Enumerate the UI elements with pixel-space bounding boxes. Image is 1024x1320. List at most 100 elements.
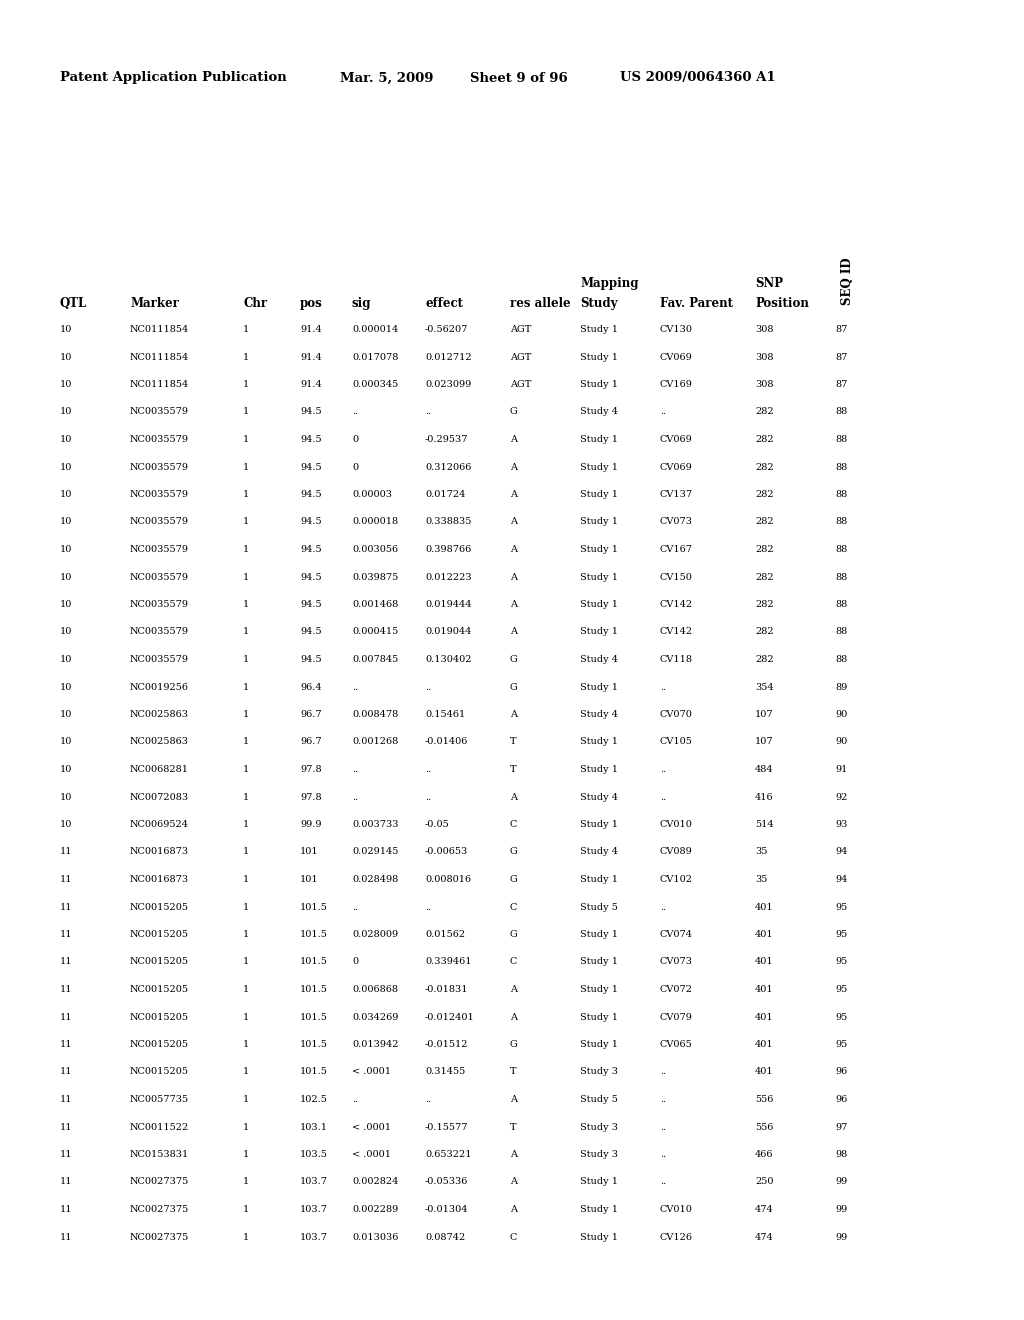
Text: 0.01562: 0.01562 [425,931,465,939]
Text: Study 1: Study 1 [580,601,618,609]
Text: NC0027375: NC0027375 [130,1233,189,1242]
Text: 282: 282 [755,408,773,417]
Text: 107: 107 [755,738,773,747]
Text: 94.5: 94.5 [300,601,322,609]
Text: 11: 11 [60,1068,73,1077]
Text: < .0001: < .0001 [352,1150,391,1159]
Text: 0.312066: 0.312066 [425,462,471,471]
Text: ..: .. [660,1150,667,1159]
Text: 0.000018: 0.000018 [352,517,398,527]
Text: 95: 95 [835,1012,847,1022]
Text: 1: 1 [243,1177,249,1187]
Text: CV130: CV130 [660,325,693,334]
Text: 11: 11 [60,1122,73,1131]
Text: Study 4: Study 4 [580,792,618,801]
Text: 1: 1 [243,738,249,747]
Text: Chr: Chr [243,297,267,310]
Text: NC0035579: NC0035579 [130,601,189,609]
Text: 0.00003: 0.00003 [352,490,392,499]
Text: 11: 11 [60,903,73,912]
Text: NC0035579: NC0035579 [130,408,189,417]
Text: 1: 1 [243,1150,249,1159]
Text: A: A [510,436,517,444]
Text: 97.8: 97.8 [300,766,322,774]
Text: CV126: CV126 [660,1233,693,1242]
Text: 0.007845: 0.007845 [352,655,398,664]
Text: 87: 87 [835,352,848,362]
Text: 94.5: 94.5 [300,655,322,664]
Text: NC0016873: NC0016873 [130,847,189,857]
Text: C: C [510,903,517,912]
Text: A: A [510,490,517,499]
Text: Position: Position [755,297,809,310]
Text: 1: 1 [243,847,249,857]
Text: 0.028009: 0.028009 [352,931,398,939]
Text: 0: 0 [352,436,358,444]
Text: 94: 94 [835,847,848,857]
Text: ..: .. [352,1096,358,1104]
Text: 101.5: 101.5 [300,985,328,994]
Text: 10: 10 [60,766,73,774]
Text: 10: 10 [60,436,73,444]
Text: Sheet 9 of 96: Sheet 9 of 96 [470,71,567,84]
Text: NC0019256: NC0019256 [130,682,189,692]
Text: 88: 88 [835,545,847,554]
Text: ..: .. [425,682,431,692]
Text: Study: Study [580,297,617,310]
Text: 88: 88 [835,436,847,444]
Text: Study 1: Study 1 [580,1040,618,1049]
Text: G: G [510,847,518,857]
Text: Study 1: Study 1 [580,875,618,884]
Text: 1: 1 [243,875,249,884]
Text: 97: 97 [835,1122,848,1131]
Text: Study 1: Study 1 [580,766,618,774]
Text: 103.7: 103.7 [300,1177,328,1187]
Text: 96: 96 [835,1068,847,1077]
Text: 94.5: 94.5 [300,545,322,554]
Text: Study 1: Study 1 [580,352,618,362]
Text: CV074: CV074 [660,931,693,939]
Text: CV167: CV167 [660,545,693,554]
Text: 103.7: 103.7 [300,1233,328,1242]
Text: CV065: CV065 [660,1040,693,1049]
Text: 10: 10 [60,545,73,554]
Text: 92: 92 [835,792,848,801]
Text: 0.002824: 0.002824 [352,1177,398,1187]
Text: 10: 10 [60,820,73,829]
Text: 1: 1 [243,325,249,334]
Text: 103.5: 103.5 [300,1150,328,1159]
Text: Study 1: Study 1 [580,490,618,499]
Text: 466: 466 [755,1150,773,1159]
Text: 474: 474 [755,1233,774,1242]
Text: 94.5: 94.5 [300,517,322,527]
Text: 0.029145: 0.029145 [352,847,398,857]
Text: 1: 1 [243,1040,249,1049]
Text: -0.01406: -0.01406 [425,738,468,747]
Text: ..: .. [660,1096,667,1104]
Text: NC0035579: NC0035579 [130,655,189,664]
Text: NC0069524: NC0069524 [130,820,189,829]
Text: QTL: QTL [60,297,87,310]
Text: Study 3: Study 3 [580,1122,618,1131]
Text: 401: 401 [755,957,773,966]
Text: A: A [510,710,517,719]
Text: ..: .. [352,792,358,801]
Text: 101.5: 101.5 [300,1040,328,1049]
Text: -0.012401: -0.012401 [425,1012,475,1022]
Text: 1: 1 [243,1233,249,1242]
Text: 10: 10 [60,325,73,334]
Text: 401: 401 [755,1040,773,1049]
Text: ..: .. [352,903,358,912]
Text: 0.006868: 0.006868 [352,985,398,994]
Text: ..: .. [660,903,667,912]
Text: -0.00653: -0.00653 [425,847,468,857]
Text: 88: 88 [835,601,847,609]
Text: ..: .. [660,766,667,774]
Text: A: A [510,1205,517,1214]
Text: Fav. Parent: Fav. Parent [660,297,733,310]
Text: 282: 282 [755,655,773,664]
Text: SEQ ID: SEQ ID [841,257,854,305]
Text: 401: 401 [755,903,773,912]
Text: 1: 1 [243,792,249,801]
Text: NC0025863: NC0025863 [130,710,189,719]
